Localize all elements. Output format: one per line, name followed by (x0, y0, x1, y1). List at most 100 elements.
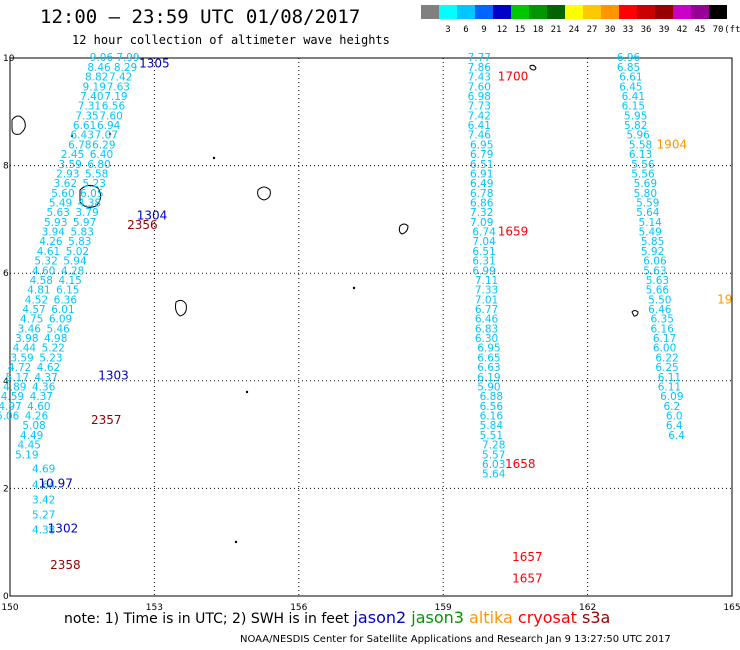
wave-height-label: 6.91 (470, 168, 493, 180)
color-swatch-label: 18 (532, 25, 544, 35)
pass-time-label: 1303 (98, 369, 129, 383)
wave-height-label: 7.32 (470, 207, 493, 219)
wave-height-label: 5.32 (34, 256, 57, 268)
island-outline (631, 310, 639, 317)
color-swatch (619, 5, 637, 19)
wave-height-label: 5.57 (482, 449, 505, 461)
wave-height-label: 6.61 (73, 120, 96, 132)
wave-height-label: 3.62 (54, 178, 77, 190)
wave-height-label: 5.23 (39, 352, 62, 364)
color-swatch (655, 5, 673, 19)
island-outline (529, 64, 537, 71)
wave-height-label: 5.56 (631, 159, 655, 171)
wave-height-label: 4.61 (37, 246, 60, 258)
wave-height-label: 5.27 (32, 510, 55, 522)
wave-height-label: 4.75 (20, 314, 43, 326)
wave-height-label: 7.04 (472, 236, 496, 248)
wave-height-label: 4.58 (30, 275, 53, 287)
wave-height-label: 6.95 (470, 139, 493, 151)
wave-height-label: 8.46 (87, 62, 111, 74)
wave-height-label: 7.11 (475, 275, 498, 287)
wave-height-label: 5.63 (46, 207, 69, 219)
color-swatch (673, 5, 691, 19)
pass-time-label: 1305 (139, 57, 170, 71)
wave-height-label: 6.0 (666, 411, 683, 423)
wave-height-label: 5.60 (51, 188, 74, 200)
wave-height-label: 5.19 (15, 449, 38, 461)
wave-height-label: 6.99 (472, 265, 495, 277)
wave-height-label: 6.06 (0, 411, 20, 423)
color-swatch (493, 5, 511, 19)
island-dot (245, 390, 249, 394)
wave-height-label: 4.37 (34, 372, 57, 384)
wave-height-label: 5.64 (636, 207, 660, 219)
wave-height-label: 3.59 (58, 159, 81, 171)
wave-height-label: 7.19 (104, 91, 127, 103)
wave-height-label: 5.22 (42, 343, 65, 355)
color-swatch-label: 6 (463, 25, 469, 35)
wave-height-label: 5.58 (629, 139, 652, 151)
wave-height-label: 4.49 (20, 430, 43, 442)
wave-height-label: 6.77 (475, 304, 498, 316)
wave-height-label: 6.43 (71, 130, 94, 142)
wave-height-label: 8.82 (85, 72, 108, 84)
wave-height-label: 7.60 (468, 81, 491, 93)
wave-height-label: 5.97 (73, 217, 96, 229)
wave-height-label: 6.06 (643, 256, 667, 268)
wave-height-label: 3.46 (18, 323, 42, 335)
wave-height-label: 5.92 (641, 246, 664, 258)
wave-height-label: 6.94 (97, 120, 121, 132)
map-frame (9, 57, 733, 597)
wave-height-label: 7.35 (75, 110, 98, 122)
color-swatch-label: 27 (586, 25, 598, 35)
wave-height-label: 7.60 (99, 110, 122, 122)
wave-height-label: 6.40 (90, 149, 113, 161)
color-swatch (421, 5, 439, 19)
wave-height-label: 6.45 (619, 81, 642, 93)
x-tick-label: 150 (1, 603, 18, 613)
color-swatch (637, 5, 655, 19)
satellite-legend-cryosat: cryosat (512, 608, 577, 627)
wave-height-label: 6.11 (658, 381, 681, 393)
wave-height-label: 6.51 (470, 159, 493, 171)
wave-height-label: 7.40 (80, 91, 103, 103)
wave-height-label: 6.79 (470, 149, 493, 161)
wave-height-label: 6.78 (68, 139, 91, 151)
legend-note: note: 1) Time is in UTC; 2) SWH is in fe… (64, 608, 610, 627)
wave-height-label: 7.42 (109, 72, 132, 84)
pass-time-label: 2356 (127, 218, 158, 232)
pass-time-label: 1700 (498, 70, 529, 84)
pass-time-label: 1304 (137, 208, 168, 222)
wave-height-label: 4.52 (25, 294, 48, 306)
wave-height-label: 6.83 (475, 323, 498, 335)
wave-height-label: 5.50 (648, 294, 671, 306)
y-tick-label: 8 (3, 162, 9, 172)
wave-height-label: 5.14 (638, 217, 662, 229)
y-tick-label: 6 (3, 269, 9, 279)
pass-time-label: 1657 (512, 572, 543, 586)
wave-height-label: 7.31 (78, 101, 101, 113)
pass-time-label: 1657 (512, 550, 543, 564)
wave-height-label: 5.51 (480, 430, 503, 442)
pass-time-label: 10.97 (39, 476, 73, 490)
wave-height-label: 3.94 (42, 227, 66, 239)
wave-height-label: 6.29 (92, 139, 115, 151)
wave-height-label: 6.15 (622, 101, 645, 113)
wave-height-label: 4.36 (32, 381, 56, 393)
color-swatch (457, 5, 475, 19)
color-swatch (511, 5, 529, 19)
wave-height-label: 3.42 (32, 494, 55, 506)
wave-height-label: 6.74 (472, 227, 496, 239)
color-swatch-label: 33 (622, 25, 634, 35)
color-swatch (529, 5, 547, 19)
wave-height-label: 7.77 (468, 52, 491, 64)
color-swatch (583, 5, 601, 19)
wave-height-label: 4.81 (27, 285, 50, 297)
wave-height-label: 5.80 (634, 188, 657, 200)
wave-height-label: 6.15 (56, 285, 79, 297)
wave-height-label: 7.33 (475, 285, 498, 297)
wave-height-label: 5.96 (626, 130, 650, 142)
wave-height-label: 6.51 (472, 246, 495, 258)
wave-height-label: 5.66 (646, 285, 670, 297)
